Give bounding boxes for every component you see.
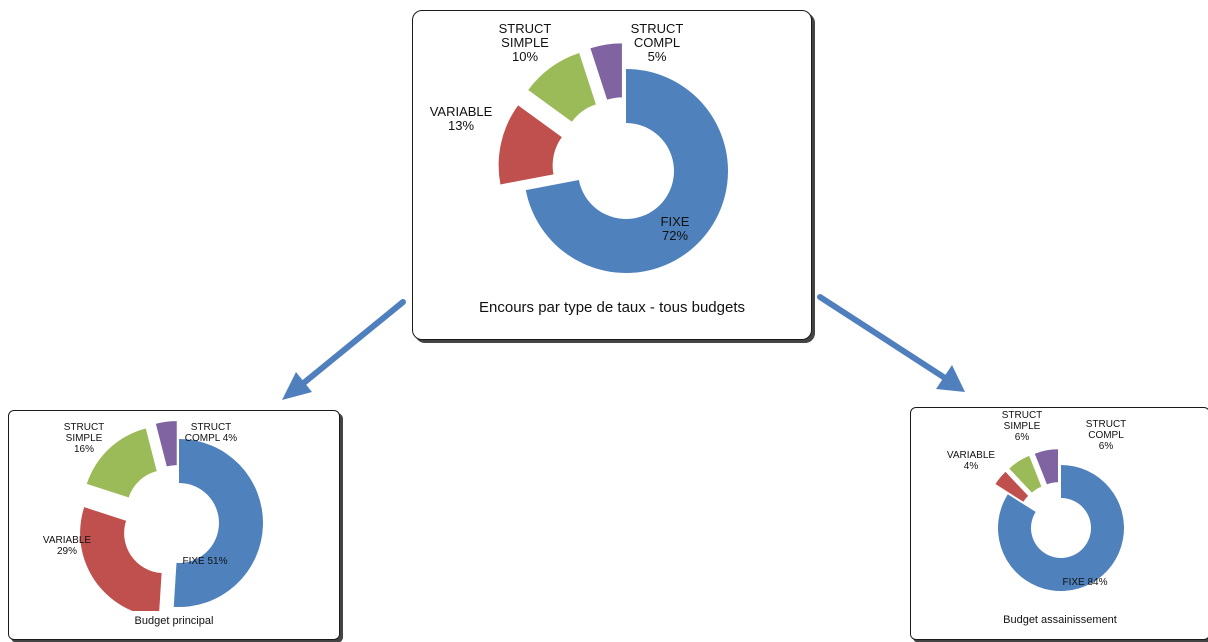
data-label-fixe-all-budgets: FIXE 72% <box>661 214 690 243</box>
donut-chart-budget-assainissement: FIXE 84% VARIABLE 4% STRUCT SIMPLE 6% STRUCT CO… <box>947 410 1127 591</box>
slice-struct-simple-all-budgets <box>528 52 596 122</box>
slice-variable-budget-principal <box>80 507 162 611</box>
slice-struct-compl-budget-assainissement <box>1034 449 1059 485</box>
chart-title-budget-principal: Budget principal <box>134 615 214 627</box>
data-label-struct-compl-all-budgets: STRUCT COMPL 5% <box>631 21 684 64</box>
chart-title-all-budgets: Encours par type de taux - tous budgets <box>479 299 745 316</box>
donut-chart-all-budgets: FIXE 72% VARIABLE 13% STRUCT SIMPLE 10% STRUCT C… <box>430 21 728 273</box>
slice-struct-simple-budget-principal <box>86 428 157 498</box>
data-label-struct-simple-all-budgets: STRUCT SIMPLE 10% <box>499 21 552 64</box>
chart-title-budget-assainissement: Budget assainissement <box>1003 614 1117 626</box>
data-label-fixe-budget-principal: FIXE 51% <box>182 556 227 567</box>
data-label-struct-simple-budget-principal: STRUCT SIMPLE 16% <box>64 422 105 455</box>
slice-struct-compl-budget-principal <box>155 421 177 467</box>
arrow-to-budget-assainissement <box>817 294 948 381</box>
slice-fixe-all-budgets <box>525 69 728 273</box>
data-label-struct-simple-budget-assainissement: STRUCT SIMPLE 6% <box>1002 410 1043 443</box>
chart-card-all-budgets: FIXE 72% VARIABLE 13% STRUCT SIMPLE 10% STRUCT C… <box>412 10 812 340</box>
chart-card-budget-assainissement: FIXE 84% VARIABLE 4% STRUCT SIMPLE 6% STRUCT CO… <box>910 407 1208 640</box>
chart-card-budget-principal: FIXE 51% VARIABLE 29% STRUCT SIMPLE 16% STRUCT… <box>8 410 340 640</box>
arrow-to-budget-principal <box>297 299 406 389</box>
arrowhead-budget-assainissement <box>936 365 965 392</box>
data-label-struct-compl-budget-assainissement: STRUCT COMPL 6% <box>1086 419 1127 452</box>
data-label-variable-budget-assainissement: VARIABLE 4% <box>947 450 995 472</box>
slice-struct-simple-budget-assainissement <box>1009 455 1042 493</box>
data-label-variable-all-budgets: VARIABLE 13% <box>430 104 493 133</box>
slice-variable-all-budgets <box>498 105 562 185</box>
slice-fixe-budget-principal <box>173 439 264 607</box>
slice-variable-budget-assainissement <box>995 471 1029 502</box>
data-label-variable-budget-principal: VARIABLE 29% <box>43 535 91 557</box>
slice-struct-compl-all-budgets <box>590 43 622 100</box>
donut-chart-budget-principal: FIXE 51% VARIABLE 29% STRUCT SIMPLE 16% STRUCT… <box>43 421 264 611</box>
arrowhead-budget-principal <box>282 372 312 400</box>
slice-fixe-budget-assainissement <box>998 465 1124 591</box>
data-label-struct-compl-budget-principal: STRUCT COMPL 4% <box>185 422 238 444</box>
data-label-fixe-budget-assainissement: FIXE 84% <box>1062 577 1107 588</box>
